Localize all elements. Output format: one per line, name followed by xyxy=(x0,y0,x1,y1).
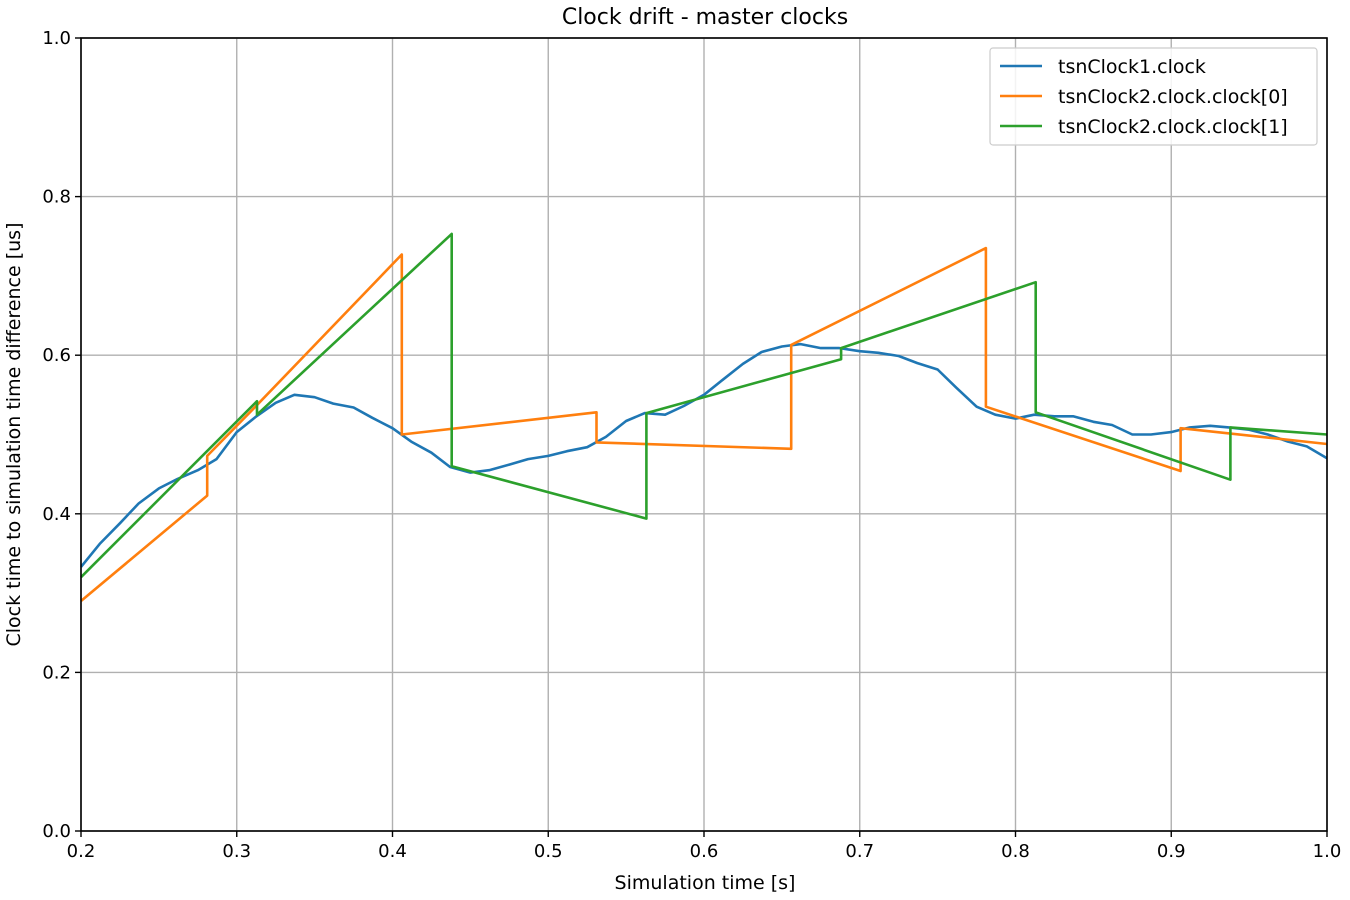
y-tick-label: 1.0 xyxy=(42,28,71,49)
legend-label-1: tsnClock2.clock.clock[0] xyxy=(1058,86,1288,108)
chart-title: Clock drift - master clocks xyxy=(562,5,848,30)
y-tick-label: 0.0 xyxy=(42,821,71,842)
x-tick-label: 0.9 xyxy=(1157,841,1186,862)
legend-box xyxy=(989,47,1318,146)
legend-label-0: tsnClock1.clock xyxy=(1058,56,1206,78)
y-tick-label: 0.6 xyxy=(42,345,71,366)
y-tick-label: 0.4 xyxy=(42,504,71,525)
y-axis-label: Clock time to simulation time difference… xyxy=(3,223,25,647)
x-tick-label: 0.4 xyxy=(378,841,407,862)
series-line-0 xyxy=(79,342,1328,568)
series-line-2 xyxy=(80,232,1328,579)
x-tick-label: 0.8 xyxy=(1001,841,1030,862)
x-tick-label: 0.5 xyxy=(534,841,563,862)
y-tick-label: 0.2 xyxy=(42,662,71,683)
x-tick-label: 0.6 xyxy=(690,841,719,862)
legend: tsnClock1.clock tsnClock2.clock.clock[0] t… xyxy=(989,47,1318,146)
series-layer xyxy=(79,232,1328,602)
x-tick-label: 1.0 xyxy=(1313,841,1342,862)
x-tick-label: 0.3 xyxy=(222,841,251,862)
legend-label-2: tsnClock2.clock.clock[1] xyxy=(1058,116,1288,138)
x-tick-label: 0.7 xyxy=(845,841,874,862)
y-tick-label: 0.8 xyxy=(42,187,71,208)
x-tick-label: 0.2 xyxy=(67,841,96,862)
series-line-1 xyxy=(80,246,1328,602)
x-axis-label: Simulation time [s] xyxy=(615,872,796,894)
ticks: 0.2 0.3 0.4 0.5 0.6 0.7 0.8 0.9 1.00.00.20.40.60… xyxy=(42,28,1341,862)
